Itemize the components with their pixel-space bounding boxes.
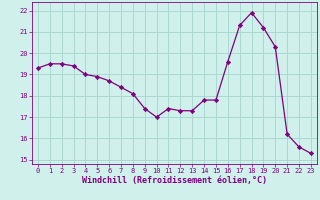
X-axis label: Windchill (Refroidissement éolien,°C): Windchill (Refroidissement éolien,°C) bbox=[82, 176, 267, 185]
